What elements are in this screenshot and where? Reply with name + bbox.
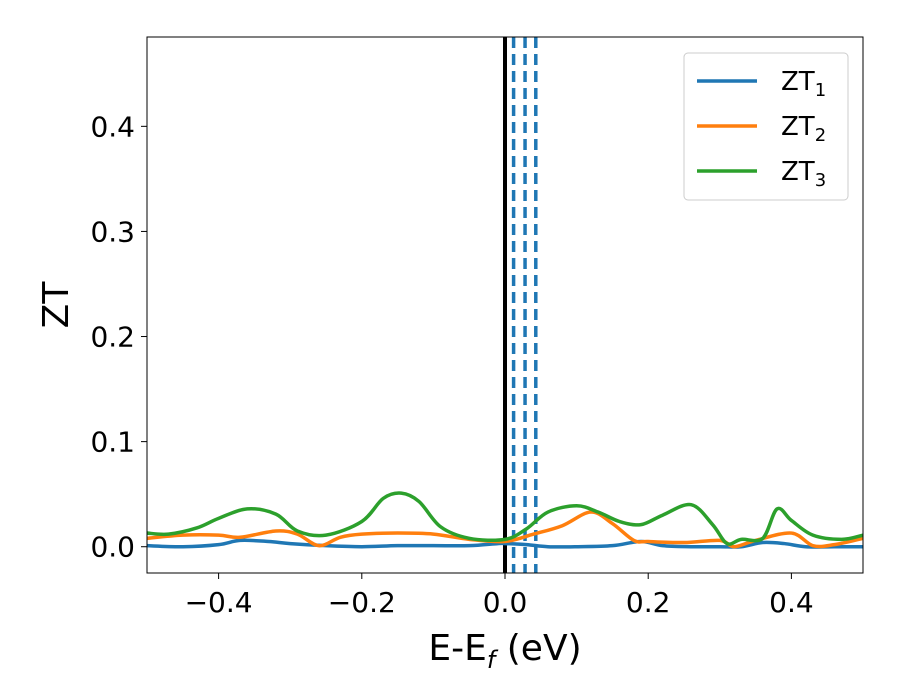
legend-box bbox=[683, 52, 849, 201]
x-axis-title: E-Ef (eV) bbox=[428, 628, 581, 674]
y-tick-label: 0.0 bbox=[90, 531, 135, 564]
x-axis-ticks: −0.4 −0.2 0.0 0.2 0.4 bbox=[185, 573, 814, 619]
x-tick-label: −0.4 bbox=[185, 586, 253, 619]
reference-lines bbox=[503, 37, 538, 573]
legend-label-zt1: ZT1 bbox=[781, 67, 826, 101]
legend: ZT1 ZT2 ZT3 bbox=[683, 52, 849, 201]
x-tick-label: 0.2 bbox=[626, 586, 671, 619]
y-axis-ticks: 0.0 0.1 0.2 0.3 0.4 bbox=[90, 110, 147, 564]
y-tick-label: 0.4 bbox=[90, 110, 135, 143]
x-tick-label: 0.4 bbox=[769, 586, 814, 619]
y-tick-label: 0.1 bbox=[90, 426, 135, 459]
series-line-zt3 bbox=[147, 491, 863, 546]
legend-label-zt2: ZT2 bbox=[781, 112, 826, 146]
y-tick-label: 0.2 bbox=[90, 321, 135, 354]
series-layer bbox=[147, 491, 863, 549]
legend-label-zt3: ZT3 bbox=[781, 157, 826, 191]
series-line-zt2 bbox=[147, 510, 863, 549]
x-tick-label: 0.0 bbox=[483, 586, 528, 619]
series-line-zt1 bbox=[147, 538, 863, 549]
y-tick-label: 0.3 bbox=[90, 215, 135, 248]
y-axis-title: ZT bbox=[36, 281, 77, 329]
x-tick-label: −0.2 bbox=[328, 586, 396, 619]
